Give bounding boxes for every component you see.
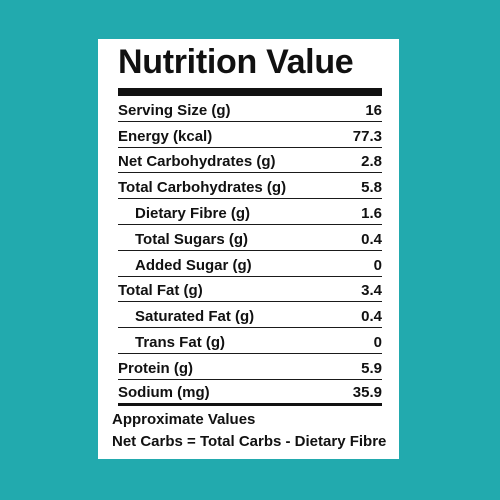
nutrient-value: 0 [373, 333, 382, 351]
nutrient-row-total-fat: Total Fat (g) 3.4 [118, 277, 382, 303]
nutrient-label: Trans Fat (g) [135, 333, 226, 351]
nutrient-row-energy: Energy (kcal) 77.3 [118, 122, 382, 148]
nutrient-row-sodium: Sodium (mg) 35.9 [118, 380, 382, 406]
nutrient-label: Total Sugars (g) [135, 230, 249, 248]
nutrient-label: Total Fat (g) [118, 282, 203, 300]
nutrient-value: 1.6 [361, 204, 382, 222]
nutrient-label: Dietary Fibre (g) [135, 204, 251, 222]
nutrient-value: 5.9 [361, 359, 382, 377]
nutrient-value: 2.8 [361, 153, 382, 171]
nutrient-row-dietary-fibre: Dietary Fibre (g) 1.6 [118, 199, 382, 225]
nutrient-row-serving-size: Serving Size (g) 16 [118, 96, 382, 122]
nutrient-label: Saturated Fat (g) [135, 308, 255, 326]
approximate-values-note: Approximate Values [112, 411, 256, 428]
nutrient-row-total-sugars: Total Sugars (g) 0.4 [118, 225, 382, 251]
nutrient-value: 77.3 [352, 127, 382, 145]
nutrient-value: 5.8 [361, 179, 382, 197]
nutrient-label: Protein (g) [118, 359, 193, 377]
nutrient-label: Total Carbohydrates (g) [118, 179, 287, 197]
label-footnotes: Approximate Values Net Carbs = Total Car… [112, 409, 397, 453]
nutrient-row-total-carbohydrates: Total Carbohydrates (g) 5.8 [118, 173, 382, 200]
nutrient-value: 16 [365, 101, 382, 119]
nutrient-table: Serving Size (g) 16 Energy (kcal) 77.3 N… [118, 96, 382, 406]
nutrient-label: Sodium (mg) [118, 383, 210, 401]
nutrient-value: 0 [373, 256, 382, 274]
nutrient-value: 3.4 [361, 282, 382, 300]
nutrient-label: Serving Size (g) [118, 101, 231, 119]
nutrient-label: Added Sugar (g) [135, 256, 252, 274]
label-title: Nutrition Value [118, 43, 354, 81]
nutrient-value: 35.9 [352, 383, 382, 401]
nutrient-row-trans-fat: Trans Fat (g) 0 [118, 328, 382, 354]
nutrient-label: Energy (kcal) [118, 127, 213, 145]
nutrient-value: 0.4 [361, 308, 382, 326]
net-carbs-formula-note: Net Carbs = Total Carbs - Dietary Fibre [112, 433, 387, 450]
nutrient-value: 0.4 [361, 230, 382, 248]
nutrition-label: Nutrition Value Serving Size (g) 16 Ener… [98, 39, 399, 459]
nutrient-label: Net Carbohydrates (g) [118, 153, 276, 171]
nutrient-row-protein: Protein (g) 5.9 [118, 354, 382, 380]
nutrient-row-added-sugar: Added Sugar (g) 0 [118, 251, 382, 277]
nutrient-row-saturated-fat: Saturated Fat (g) 0.4 [118, 302, 382, 329]
nutrient-row-net-carbohydrates: Net Carbohydrates (g) 2.8 [118, 148, 382, 174]
title-divider [118, 88, 382, 96]
